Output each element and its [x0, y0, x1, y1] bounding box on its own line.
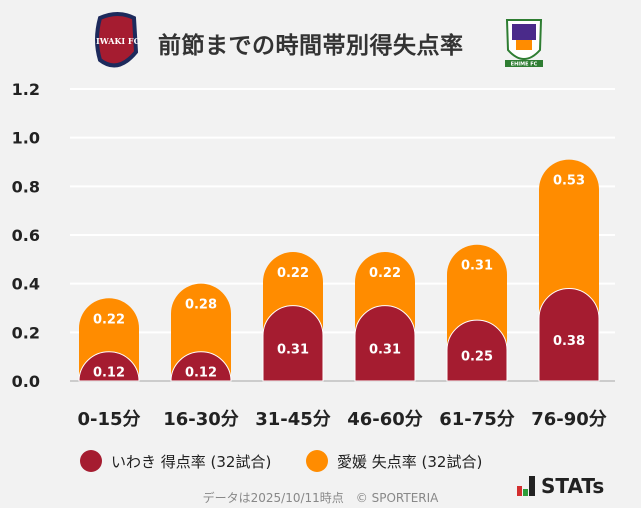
- stats-bars-icon: [517, 476, 535, 496]
- data-label-away: 0.28: [185, 298, 217, 313]
- legend-item-home: いわき 得点率 (32試合): [80, 450, 271, 472]
- data-label-away: 0.22: [277, 266, 309, 281]
- y-tick-label: 0.4: [12, 275, 40, 294]
- bar-home-scored: [446, 319, 508, 382]
- y-tick-label: 0.8: [12, 177, 40, 196]
- data-label-home: 0.12: [185, 365, 217, 380]
- legend-swatch-away: [306, 450, 328, 472]
- data-label-away: 0.31: [461, 259, 493, 274]
- bar-home-scored: [354, 305, 416, 382]
- x-tick-label: 31-45分: [255, 409, 331, 430]
- y-tick-label: 0.2: [12, 323, 40, 342]
- data-label-away: 0.22: [369, 266, 401, 281]
- stats-brand: STATs: [541, 474, 605, 498]
- bar-home-scored: [262, 305, 324, 382]
- x-tick-label: 76-90分: [531, 409, 607, 430]
- legend-swatch-home: [80, 450, 102, 472]
- iwaki-logo-text: IWAKI FC: [96, 36, 140, 46]
- y-tick-label: 0.6: [12, 226, 40, 245]
- bar-home-scored: [538, 288, 600, 382]
- legend-label-away: 愛媛 失点率 (32試合): [337, 452, 483, 471]
- data-label-home: 0.31: [369, 342, 401, 357]
- legend-label-home: いわき 得点率 (32試合): [111, 452, 272, 471]
- x-tick-label: 46-60分: [347, 409, 423, 430]
- data-note: データは2025/10/11時点 © SPORTERIA: [202, 491, 439, 505]
- stats-logo: STATs: [517, 476, 604, 496]
- data-label-home: 0.12: [93, 365, 125, 380]
- data-label-home: 0.31: [277, 342, 309, 357]
- legend-item-away: 愛媛 失点率 (32試合): [306, 450, 482, 472]
- x-tick-label: 0-15分: [77, 409, 140, 430]
- ehime-fc-logo: EHIME FC: [505, 19, 543, 68]
- data-label-away: 0.22: [93, 312, 125, 327]
- y-tick-label: 1.0: [12, 129, 40, 148]
- data-label-home: 0.38: [553, 334, 585, 349]
- y-tick-label: 0.0: [12, 372, 40, 391]
- y-tick-label: 1.2: [12, 80, 40, 99]
- x-tick-label: 61-75分: [439, 409, 515, 430]
- bar-home-scored: [78, 351, 140, 382]
- bar-home-scored: [170, 351, 232, 382]
- data-label-home: 0.25: [461, 350, 493, 365]
- x-tick-label: 16-30分: [163, 409, 239, 430]
- chart-title: 前節までの時間帯別得失点率: [158, 33, 464, 59]
- data-label-away: 0.53: [553, 174, 585, 189]
- ehime-logo-text: EHIME FC: [511, 62, 538, 68]
- iwaki-fc-logo: IWAKI FC: [95, 12, 140, 68]
